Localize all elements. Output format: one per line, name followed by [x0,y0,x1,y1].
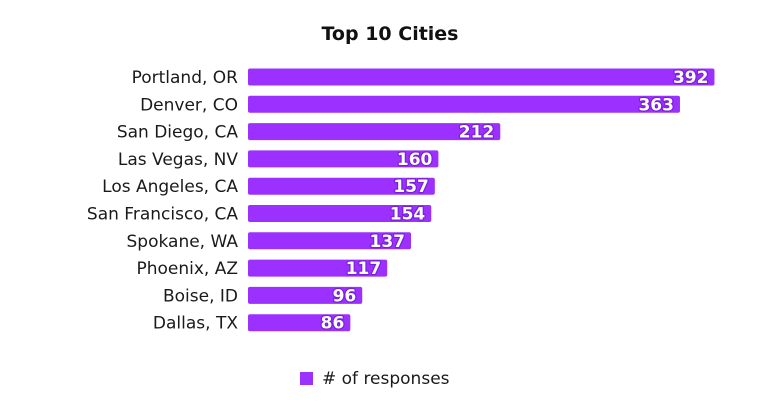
legend: # of responses [300,369,450,389]
bars-group: Portland, OR 392 Denver, CO 363 San Diego, C… [87,67,715,335]
value-label: 86 [321,314,345,334]
bar [248,150,439,168]
category-label: San Francisco, CA [87,205,238,225]
value-label: 392 [673,68,709,88]
value-label: 160 [397,150,433,170]
category-label: Dallas, TX [153,314,238,334]
bar [248,259,388,277]
value-label: 117 [346,259,382,279]
category-label: Los Angeles, CA [102,177,238,197]
value-label: 157 [393,177,429,197]
bar [248,205,432,222]
value-label: 363 [638,95,674,115]
value-label: 154 [390,205,426,225]
bar [248,177,435,195]
bar [248,68,715,86]
chart-title: Top 10 Cities [321,23,458,45]
category-label: Boise, ID [163,286,238,306]
category-label: San Diego, CA [117,123,239,143]
category-label: Spokane, WA [127,232,239,252]
bar [248,232,412,250]
legend-swatch [300,372,313,385]
category-label: Portland, OR [132,68,239,88]
bar [248,286,363,304]
value-label: 137 [370,232,406,252]
category-label: Denver, CO [140,95,238,115]
bar [248,314,351,332]
value-label: 96 [333,286,357,306]
value-label: 212 [459,123,495,143]
category-label: Phoenix, AZ [136,259,238,279]
bar [248,95,680,113]
legend-label: # of responses [322,369,450,389]
category-label: Las Vegas, NV [118,150,239,170]
bar [248,123,501,141]
